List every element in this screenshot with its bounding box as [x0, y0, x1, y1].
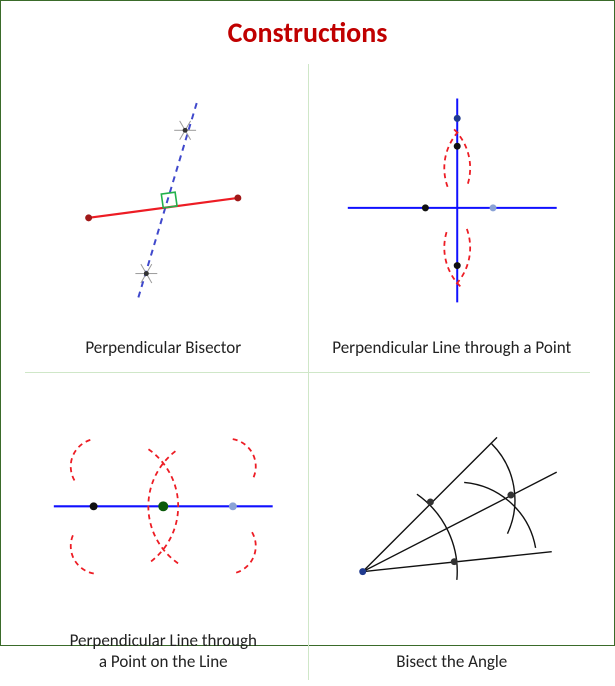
caption-bisect-angle: Bisect the Angle	[396, 651, 507, 672]
caption-perp-bisector: Perpendicular Bisector	[85, 337, 241, 358]
panel-perp-bisector: Perpendicular Bisector	[19, 58, 308, 372]
panel-perp-on-line: Perpendicular Line through a Point on th…	[19, 372, 308, 686]
perp-bisector-svg	[19, 58, 308, 333]
diagram-frame: Constructions Perpendicular Bisector Per…	[0, 0, 615, 646]
grid-divider-horizontal	[25, 372, 590, 373]
panel-bisect-angle: Bisect the Angle	[308, 372, 597, 686]
caption-line: Perpendicular Line through	[70, 630, 257, 651]
caption-line: a Point on the Line	[99, 651, 228, 672]
caption-perp-on-line: Perpendicular Line through a Point on th…	[70, 630, 257, 673]
perp-through-point-svg	[308, 58, 597, 333]
panel-perp-through-point: Perpendicular Line through a Point	[308, 58, 597, 372]
bisect-angle-svg	[308, 372, 597, 647]
panel-grid: Perpendicular Bisector Perpendicular Lin…	[19, 58, 596, 686]
page-title: Constructions	[19, 15, 596, 50]
perp-on-line-svg	[19, 372, 308, 626]
caption-perp-through-point: Perpendicular Line through a Point	[332, 337, 571, 358]
